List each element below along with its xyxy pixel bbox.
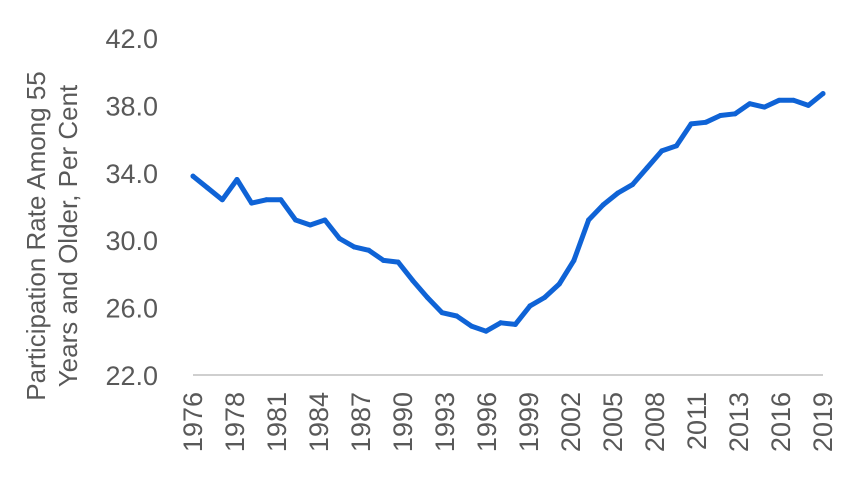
x-tick-label: 2016 — [766, 392, 796, 452]
y-tick-label: 38.0 — [105, 91, 158, 121]
x-tick-label: 1978 — [220, 392, 250, 452]
x-tick-label: 1981 — [262, 392, 292, 452]
x-tick-label: 2019 — [808, 392, 838, 452]
data-point — [776, 97, 782, 103]
data-point — [571, 257, 577, 263]
data-point — [527, 303, 533, 309]
data-point — [820, 91, 826, 97]
data-point — [351, 244, 357, 250]
data-point — [717, 113, 723, 119]
data-point — [615, 190, 621, 196]
data-point — [337, 236, 343, 242]
data-point — [791, 97, 797, 103]
data-point — [454, 313, 460, 319]
y-axis-label: Participation Rate Among 55 Years and Ol… — [21, 71, 83, 401]
data-point — [293, 217, 299, 223]
x-tick-label: 2002 — [556, 392, 586, 452]
x-tick-label: 2013 — [724, 392, 754, 452]
data-point — [249, 200, 255, 206]
x-tick-label: 2005 — [598, 392, 628, 452]
data-point — [190, 173, 196, 179]
data-point — [703, 119, 709, 125]
x-tick-label: 1990 — [388, 392, 418, 452]
x-tick-label: 1996 — [472, 392, 502, 452]
data-point — [307, 222, 313, 228]
data-point — [263, 197, 269, 203]
y-axis-label-line-1: Participation Rate Among 55 — [21, 71, 51, 401]
data-point — [542, 294, 548, 300]
data-point — [278, 197, 284, 203]
x-axis-ticks: 1976 1978 1981 1984 1987 1990 1993 1996 1999 2002… — [178, 392, 838, 452]
y-tick-label: 22.0 — [105, 361, 158, 391]
y-axis-ticks: 42.0 38.0 34.0 30.0 26.0 22.0 — [105, 24, 158, 391]
data-point — [659, 148, 665, 154]
data-point — [468, 323, 474, 329]
data-point — [483, 328, 489, 334]
y-tick-label: 30.0 — [105, 226, 158, 256]
data-points — [190, 91, 826, 334]
y-tick-label: 26.0 — [105, 294, 158, 324]
data-point — [395, 259, 401, 265]
data-point — [644, 165, 650, 171]
x-tick-label: 1999 — [514, 392, 544, 452]
data-point — [512, 321, 518, 327]
data-point — [556, 281, 562, 287]
data-point — [761, 104, 767, 110]
data-point — [586, 217, 592, 223]
data-point — [410, 278, 416, 284]
series-line — [190, 91, 826, 334]
data-point — [600, 202, 606, 208]
y-axis-label-line-2: Years and Older, Per Cent — [53, 84, 83, 387]
data-point — [366, 247, 372, 253]
data-point — [630, 182, 636, 188]
data-point — [688, 121, 694, 127]
data-point — [439, 310, 445, 316]
data-point — [219, 197, 225, 203]
x-tick-label: 2011 — [682, 392, 712, 450]
y-tick-label: 34.0 — [105, 159, 158, 189]
data-point — [380, 257, 386, 263]
data-point — [673, 143, 679, 149]
x-tick-label: 1993 — [430, 392, 460, 452]
data-point — [424, 294, 430, 300]
data-point — [747, 101, 753, 107]
x-tick-label: 1976 — [178, 392, 208, 452]
x-tick-label: 1987 — [346, 392, 376, 452]
data-point — [205, 185, 211, 191]
y-tick-label: 42.0 — [105, 24, 158, 54]
data-point — [805, 102, 811, 108]
data-point — [234, 177, 240, 183]
data-point — [322, 217, 328, 223]
data-point — [732, 111, 738, 117]
x-tick-label: 2008 — [640, 392, 670, 452]
data-point — [498, 320, 504, 326]
x-tick-label: 1984 — [304, 392, 334, 452]
